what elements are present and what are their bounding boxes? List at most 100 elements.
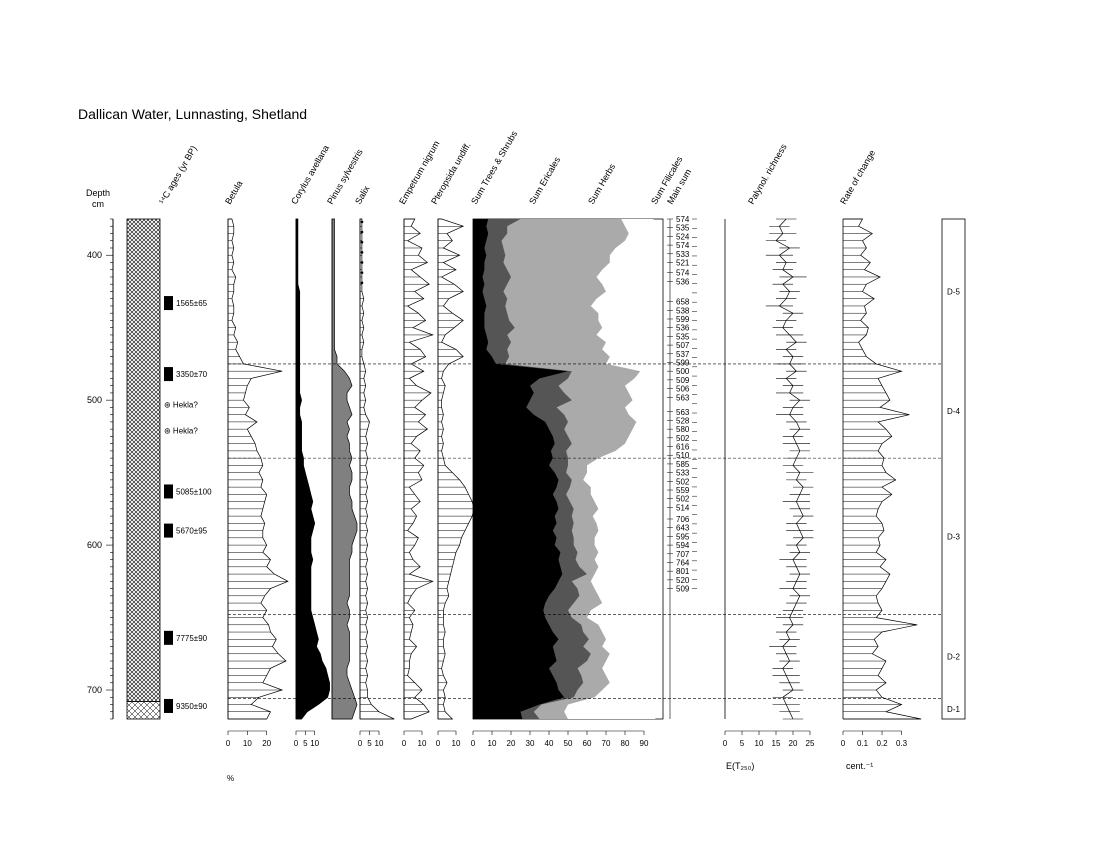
- summary-axis-tick-label: 90: [640, 739, 649, 748]
- main-sum-value: 507: [676, 341, 690, 350]
- taxon-curve: [295, 218, 330, 720]
- taxon-axis-tick-label: 10: [375, 739, 384, 748]
- summary-axis-tick-label: 60: [583, 739, 592, 748]
- palyno-axis-label: E(T₂₅₀): [726, 761, 754, 771]
- roc-axis-tick-label: 0.2: [876, 739, 888, 748]
- main-sum-value: 599: [676, 315, 690, 324]
- taxon-axis-tick-label: 0: [402, 739, 407, 748]
- palyno-header: Palynol. richness: [746, 142, 789, 206]
- summary-axis-tick-label: 50: [564, 739, 573, 748]
- main-sum-value: 563: [676, 393, 690, 402]
- taxon-curve: [331, 218, 358, 720]
- salix-presence-dot: [360, 220, 364, 224]
- main-sum-value: 506: [676, 385, 690, 394]
- main-sum-value: 509: [676, 376, 690, 385]
- palyno-axis-tick-label: 25: [806, 739, 815, 748]
- taxon-axis-tick-label: 5: [303, 739, 308, 748]
- zone-label: D-4: [947, 407, 960, 416]
- summary-axis-tick-label: 10: [488, 739, 497, 748]
- lithology-column: [126, 218, 161, 703]
- main-sum-value: 563: [676, 408, 690, 417]
- c14-date-label: 9350±90: [176, 702, 208, 711]
- main-sum-value: 536: [676, 277, 690, 286]
- lithology-column-base: [126, 701, 161, 720]
- percent-unit: %: [227, 774, 234, 783]
- main-sum-value: 533: [676, 250, 690, 259]
- taxon-axis-tick-label: 10: [418, 739, 427, 748]
- main-sum-value: 535: [676, 224, 690, 233]
- c14-date-label: 5085±100: [176, 487, 212, 496]
- main-sum-value: 574: [676, 269, 690, 278]
- main-sum-value: 500: [676, 367, 690, 376]
- main-sum-value: 528: [676, 416, 690, 425]
- salix-presence-dot: [360, 251, 364, 254]
- summary-header: Sum Herbs: [586, 162, 617, 206]
- taxon-axis-tick-label: 5: [367, 739, 372, 748]
- depth-axis-label-line1: Depth: [86, 188, 110, 198]
- taxon-curve: [359, 218, 395, 720]
- main-sum-value: 707: [676, 550, 690, 559]
- salix-presence-dot: [360, 261, 364, 264]
- main-sum-value: 509: [676, 585, 690, 594]
- zone-label: D-3: [947, 532, 960, 541]
- depth-tick-label: 600: [87, 540, 102, 550]
- zone-label: D-5: [947, 287, 960, 296]
- main-sum-value: 537: [676, 350, 690, 359]
- depth-tick-label: 500: [87, 395, 102, 405]
- main-sum-value: 574: [676, 215, 690, 224]
- taxon-axis-tick-label: 10: [243, 739, 252, 748]
- c14-marker: [164, 484, 173, 499]
- c14-marker: [164, 523, 173, 538]
- taxon-header: Corylus avellana: [289, 143, 331, 206]
- main-sum-value: 502: [676, 434, 690, 443]
- main-sum-value: 536: [676, 324, 690, 333]
- taxon-curve: [437, 218, 475, 720]
- main-sum-value: 520: [676, 576, 690, 585]
- taxon-header: Betula: [223, 179, 244, 206]
- palyno-axis-tick-label: 10: [755, 739, 764, 748]
- main-sum-value: 764: [676, 558, 690, 567]
- main-sum-value: 574: [676, 241, 690, 250]
- main-sum-value: 585: [676, 460, 690, 469]
- taxon-curve: [403, 218, 434, 720]
- taxon-header: Salix: [353, 184, 372, 206]
- c14-marker: [164, 698, 173, 713]
- taxon-axis-tick-label: 0: [294, 739, 299, 748]
- c14-date-label: ⊛ Hekla?: [164, 427, 198, 436]
- palyno-axis-tick-label: 15: [772, 739, 781, 748]
- palyno-axis-tick-label: 0: [723, 739, 728, 748]
- zone-label: D-2: [947, 653, 960, 662]
- main-sum-value: 524: [676, 232, 690, 241]
- roc-axis-label: cent.⁻¹: [846, 761, 873, 771]
- main-sum-value: 706: [676, 515, 690, 524]
- roc-header: Rate of change: [838, 148, 877, 206]
- summary-header: Sum Trees & Shrubs: [469, 129, 519, 206]
- main-sum-value: 599: [676, 358, 690, 367]
- palyno-axis-tick-label: 5: [740, 739, 745, 748]
- main-sum-value: 559: [676, 486, 690, 495]
- palyno-axis-tick-label: 20: [789, 739, 798, 748]
- taxon-axis-tick-label: 10: [310, 739, 319, 748]
- summary-axis-tick-label: 40: [545, 739, 554, 748]
- main-sum-value: 538: [676, 306, 690, 315]
- c14-header: ¹⁴C ages (yr BP): [157, 144, 199, 206]
- main-sum-value: 502: [676, 495, 690, 504]
- c14-date-label: 5670±95: [176, 527, 208, 536]
- zone-label: D-1: [947, 705, 960, 714]
- main-sum-value: 535: [676, 332, 690, 341]
- summary-axis-tick-label: 30: [526, 739, 535, 748]
- sum-trees-shrubs-area: [473, 219, 568, 719]
- main-sum-value: 502: [676, 477, 690, 486]
- zone-column: [941, 218, 966, 720]
- main-sum-value: 510: [676, 451, 690, 460]
- roc-curve: [843, 218, 922, 720]
- c14-date-label: 1565±65: [176, 299, 208, 308]
- taxon-axis-tick-label: 10: [452, 739, 461, 748]
- palyno-curve: [775, 218, 804, 720]
- main-sum-value: 643: [676, 524, 690, 533]
- main-sum-value: 595: [676, 532, 690, 541]
- c14-date-label: 7775±90: [176, 634, 208, 643]
- salix-presence-dot: [360, 230, 364, 234]
